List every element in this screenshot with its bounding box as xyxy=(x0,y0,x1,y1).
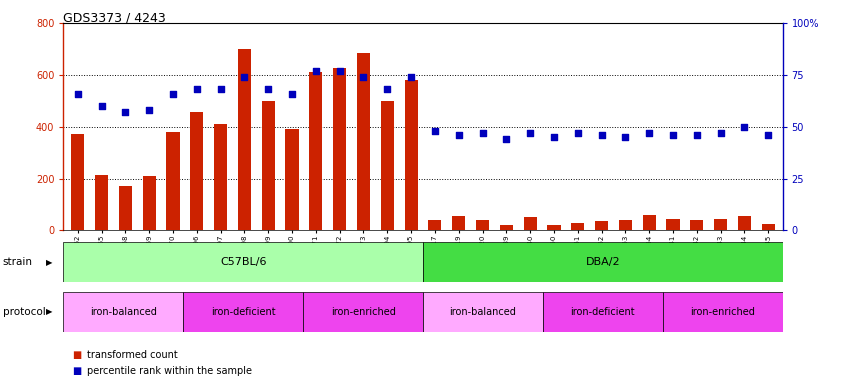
Text: protocol: protocol xyxy=(3,307,46,317)
Bar xyxy=(667,219,679,230)
Point xyxy=(475,130,489,136)
Bar xyxy=(63,292,184,332)
Text: DBA/2: DBA/2 xyxy=(585,257,620,267)
Bar xyxy=(333,68,346,230)
Bar xyxy=(184,292,303,332)
Bar xyxy=(63,242,423,282)
Bar xyxy=(310,72,322,230)
Point xyxy=(142,107,156,113)
Bar xyxy=(423,292,543,332)
Point xyxy=(285,91,299,97)
Point xyxy=(547,134,561,140)
Bar xyxy=(428,220,442,230)
Bar xyxy=(524,217,536,230)
Text: transformed count: transformed count xyxy=(87,350,178,360)
Point xyxy=(95,103,108,109)
Bar xyxy=(143,176,156,230)
Point xyxy=(714,130,728,136)
Point xyxy=(214,86,228,93)
Bar xyxy=(190,113,203,230)
Text: iron-enriched: iron-enriched xyxy=(690,307,755,317)
Bar xyxy=(738,216,751,230)
Bar xyxy=(547,225,561,230)
Bar xyxy=(303,292,423,332)
Point xyxy=(261,86,275,93)
Point xyxy=(738,124,751,130)
Bar xyxy=(500,225,513,230)
Point xyxy=(642,130,656,136)
Point xyxy=(404,74,418,80)
Text: C57BL/6: C57BL/6 xyxy=(220,257,266,267)
Point xyxy=(71,91,85,97)
Point xyxy=(118,109,132,115)
Point xyxy=(618,134,632,140)
Bar xyxy=(476,220,489,230)
Bar xyxy=(452,216,465,230)
Text: strain: strain xyxy=(3,257,32,267)
Bar xyxy=(618,220,632,230)
Point xyxy=(190,86,204,93)
Point xyxy=(690,132,704,138)
Bar xyxy=(690,220,703,230)
Bar xyxy=(214,124,228,230)
Text: ■: ■ xyxy=(72,350,81,360)
Bar xyxy=(71,134,85,230)
Text: ■: ■ xyxy=(72,366,81,376)
Point xyxy=(761,132,775,138)
Bar xyxy=(543,292,662,332)
Point xyxy=(524,130,537,136)
Point xyxy=(332,68,346,74)
Bar xyxy=(381,101,394,230)
Text: iron-deficient: iron-deficient xyxy=(211,307,276,317)
Bar xyxy=(571,223,585,230)
Point xyxy=(309,68,322,74)
Bar xyxy=(238,49,251,230)
Point xyxy=(452,132,465,138)
Bar xyxy=(595,221,608,230)
Point xyxy=(571,130,585,136)
Bar xyxy=(662,292,783,332)
Point xyxy=(667,132,680,138)
Point xyxy=(166,91,179,97)
Text: iron-balanced: iron-balanced xyxy=(90,307,157,317)
Bar xyxy=(95,175,108,230)
Bar xyxy=(714,219,728,230)
Point xyxy=(357,74,371,80)
Point xyxy=(428,128,442,134)
Text: GDS3373 / 4243: GDS3373 / 4243 xyxy=(63,12,166,25)
Bar xyxy=(761,224,775,230)
Bar xyxy=(261,101,275,230)
Bar xyxy=(423,242,783,282)
Text: iron-deficient: iron-deficient xyxy=(570,307,635,317)
Point xyxy=(238,74,251,80)
Text: iron-enriched: iron-enriched xyxy=(331,307,396,317)
Point xyxy=(500,136,514,142)
Text: iron-balanced: iron-balanced xyxy=(449,307,516,317)
Bar xyxy=(118,186,132,230)
Bar xyxy=(167,132,179,230)
Bar xyxy=(285,129,299,230)
Text: ▶: ▶ xyxy=(46,258,52,266)
Text: ▶: ▶ xyxy=(46,308,52,316)
Point xyxy=(595,132,608,138)
Bar xyxy=(643,215,656,230)
Text: percentile rank within the sample: percentile rank within the sample xyxy=(87,366,252,376)
Bar xyxy=(404,80,418,230)
Bar xyxy=(357,53,370,230)
Point xyxy=(381,86,394,93)
